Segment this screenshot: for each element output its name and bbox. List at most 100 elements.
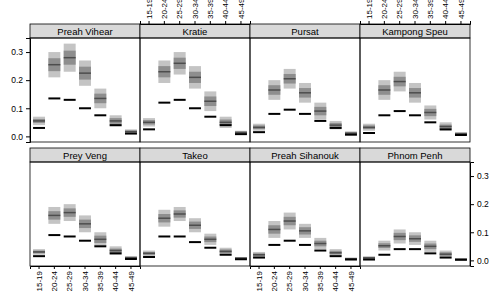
estimate-line bbox=[235, 133, 247, 135]
interval-inner bbox=[253, 253, 265, 256]
x-tick-mark bbox=[100, 266, 101, 269]
median-line bbox=[394, 81, 406, 83]
median-line bbox=[220, 251, 232, 253]
panel-title: Preah Sihanouk bbox=[271, 150, 339, 161]
estimate-line bbox=[424, 252, 436, 254]
interval-inner bbox=[345, 258, 357, 259]
interval-inner bbox=[158, 214, 170, 222]
estimate-line bbox=[143, 128, 155, 130]
interval-outer bbox=[33, 249, 45, 255]
x-tick: 20-24 bbox=[270, 266, 279, 291]
x-tick-mark bbox=[369, 21, 370, 24]
median-line bbox=[64, 212, 76, 214]
interval-outer bbox=[220, 248, 232, 255]
estimate-line bbox=[79, 240, 91, 242]
x-tick-label: 30-34 bbox=[191, 0, 200, 19]
panel-frame bbox=[360, 162, 470, 266]
interval-outer bbox=[299, 224, 311, 238]
estimate-line bbox=[110, 252, 122, 254]
interval-inner bbox=[64, 208, 76, 216]
median-line bbox=[284, 220, 296, 222]
interval-inner bbox=[253, 125, 265, 129]
x-tick: 15-19 bbox=[145, 0, 154, 24]
interval-outer bbox=[299, 83, 311, 103]
median-line bbox=[79, 223, 91, 225]
x-tick-label: 20-24 bbox=[50, 270, 59, 291]
median-line bbox=[79, 72, 91, 74]
interval-outer bbox=[174, 52, 186, 74]
interval-outer bbox=[394, 229, 406, 243]
estimate-line bbox=[158, 102, 170, 104]
interval-inner bbox=[409, 235, 421, 241]
median-line bbox=[363, 127, 375, 129]
x-tick: 30-34 bbox=[191, 0, 200, 24]
estimate-line bbox=[189, 241, 201, 243]
y-tick: 0.3 bbox=[470, 171, 489, 181]
interval-outer bbox=[110, 115, 122, 126]
interval-inner bbox=[455, 133, 467, 134]
interval-inner bbox=[110, 249, 122, 253]
y-axis: 0.00.10.20.3 bbox=[470, 163, 489, 267]
x-tick-label: 45-49 bbox=[127, 270, 136, 291]
interval-outer bbox=[189, 66, 201, 88]
estimate-line bbox=[424, 121, 436, 123]
estimate-line bbox=[158, 235, 170, 237]
estimate-line bbox=[409, 248, 421, 250]
estimate-line bbox=[64, 235, 76, 237]
median-line bbox=[345, 133, 357, 135]
estimate-line bbox=[268, 113, 280, 115]
interval-outer bbox=[424, 105, 436, 119]
median-line bbox=[440, 253, 452, 255]
marks bbox=[33, 204, 137, 259]
marks bbox=[143, 52, 247, 134]
y-tick-label: 0.2 bbox=[11, 75, 23, 85]
y-tick-mark bbox=[470, 204, 474, 205]
x-tick-label: 35-39 bbox=[426, 0, 435, 19]
estimate-line bbox=[125, 133, 137, 135]
y-tick: 0.1 bbox=[470, 227, 489, 237]
estimate-line bbox=[253, 131, 265, 133]
interval-outer bbox=[268, 80, 280, 100]
x-tick-label: 30-34 bbox=[81, 270, 90, 291]
estimate-line bbox=[284, 109, 296, 111]
panel-title: Preah Vihear bbox=[57, 26, 112, 37]
interval-outer bbox=[220, 117, 232, 128]
x-axis-line bbox=[31, 267, 141, 270]
x-axis-line bbox=[251, 267, 361, 270]
x-tick-mark bbox=[430, 21, 431, 24]
interval-outer bbox=[409, 232, 421, 245]
median-line bbox=[314, 243, 326, 245]
median-line bbox=[253, 127, 265, 129]
interval-outer bbox=[174, 207, 186, 221]
x-tick: 20-24 bbox=[160, 0, 169, 24]
interval-inner bbox=[409, 88, 421, 98]
interval-outer bbox=[284, 213, 296, 230]
interval-inner bbox=[143, 252, 155, 255]
marks bbox=[253, 69, 357, 135]
x-tick-label: 25-29 bbox=[65, 270, 74, 291]
y-tick-mark bbox=[26, 136, 30, 137]
interval-inner bbox=[378, 85, 390, 95]
median-line bbox=[314, 110, 326, 112]
median-line bbox=[440, 126, 452, 128]
x-tick-label: 20-24 bbox=[380, 0, 389, 19]
x-tick-label: 30-34 bbox=[411, 0, 420, 19]
interval-outer bbox=[48, 52, 60, 77]
y-tick: 0.2 bbox=[470, 199, 489, 209]
strip bbox=[30, 148, 140, 162]
median-line bbox=[94, 98, 106, 100]
y-tick-label: 0.3 bbox=[477, 171, 489, 181]
x-tick-label: 35-39 bbox=[96, 270, 105, 291]
x-tick-mark bbox=[305, 266, 306, 269]
interval-outer bbox=[189, 218, 201, 232]
x-tick-label: 20-24 bbox=[160, 0, 169, 19]
interval-inner bbox=[174, 210, 186, 217]
interval-inner bbox=[143, 120, 155, 124]
interval-outer bbox=[284, 69, 296, 89]
median-line bbox=[125, 257, 137, 259]
interval-outer bbox=[378, 80, 390, 100]
interval-outer bbox=[378, 241, 390, 251]
y-tick-label: 0.0 bbox=[11, 132, 23, 142]
x-tick: 45-49 bbox=[127, 266, 136, 291]
interval-inner bbox=[299, 88, 311, 98]
